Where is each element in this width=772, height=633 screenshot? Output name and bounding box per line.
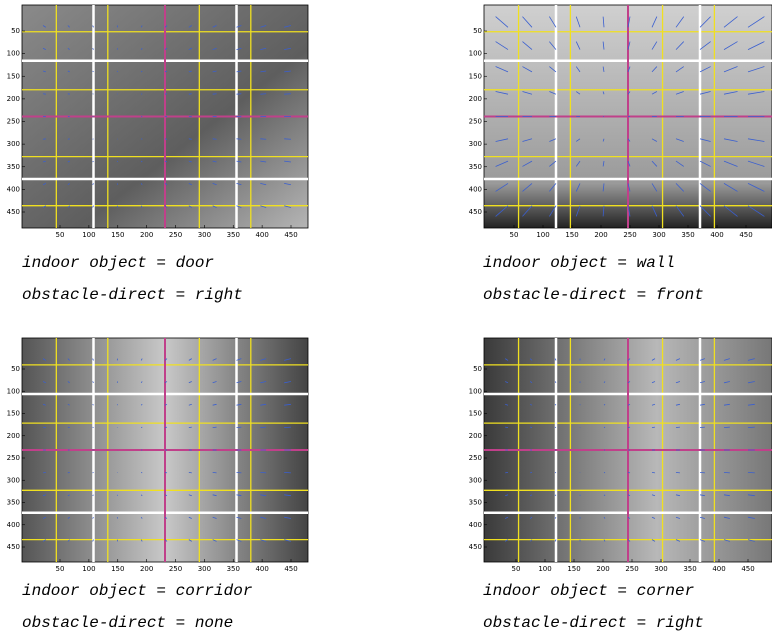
- caption-direction: obstacle-direct = right: [22, 286, 243, 304]
- x-tick-label: 350: [681, 231, 694, 239]
- y-tick-label: 100: [469, 50, 482, 58]
- figure: 50 100 150 200 250 300 350 400 450 50 100 150 200 250…: [0, 0, 772, 633]
- x-tick-label: 450: [284, 231, 297, 239]
- y-tick-label: 300: [7, 140, 20, 148]
- y-tick-label: 250: [7, 454, 20, 462]
- x-tick-label: 450: [741, 565, 754, 573]
- caption-object: indoor object = door: [22, 254, 214, 272]
- y-tick-label: 150: [469, 410, 482, 418]
- panel: 50 100 150 200 250 300 350 400 450 50 100 150 200 250…: [469, 5, 772, 304]
- y-tick-label: 200: [7, 95, 20, 103]
- y-tick-label: 100: [469, 387, 482, 395]
- y-tick-label: 200: [469, 432, 482, 440]
- y-tick-label: 50: [11, 365, 20, 373]
- y-tick-label: 400: [7, 521, 20, 529]
- x-tick-label: 150: [111, 565, 124, 573]
- y-tick-label: 400: [469, 185, 482, 193]
- y-tick-label: 100: [7, 50, 20, 58]
- y-tick-label: 350: [469, 163, 482, 171]
- x-tick-label: 50: [510, 231, 519, 239]
- x-tick-label: 400: [710, 231, 723, 239]
- caption-direction: obstacle-direct = front: [483, 286, 704, 304]
- x-tick-label: 150: [111, 231, 124, 239]
- x-tick-label: 300: [652, 231, 665, 239]
- x-tick-label: 450: [739, 231, 752, 239]
- y-tick-label: 300: [7, 476, 20, 484]
- x-tick-label: 400: [712, 565, 725, 573]
- y-tick-label: 400: [469, 521, 482, 529]
- y-tick-label: 250: [469, 454, 482, 462]
- y-tick-label: 450: [7, 208, 20, 216]
- x-tick-label: 350: [683, 565, 696, 573]
- y-tick-label: 250: [7, 118, 20, 126]
- x-tick-label: 100: [82, 231, 95, 239]
- caption-object: indoor object = corridor: [22, 582, 252, 600]
- y-tick-label: 50: [473, 27, 482, 35]
- y-tick-label: 350: [7, 163, 20, 171]
- x-tick-label: 400: [255, 565, 268, 573]
- x-tick-label: 300: [654, 565, 667, 573]
- y-tick-label: 200: [469, 95, 482, 103]
- x-tick-label: 250: [623, 231, 636, 239]
- y-tick-label: 150: [7, 72, 20, 80]
- x-tick-label: 150: [567, 565, 580, 573]
- x-tick-label: 300: [198, 565, 211, 573]
- x-tick-label: 150: [565, 231, 578, 239]
- x-tick-label: 100: [536, 231, 549, 239]
- caption-object: indoor object = wall: [483, 254, 675, 272]
- x-tick-label: 200: [594, 231, 607, 239]
- panel: 50 100 150 200 250 300 350 400 450 50 100 150 200 250…: [7, 338, 308, 632]
- x-tick-label: 250: [625, 565, 638, 573]
- y-tick-label: 100: [7, 387, 20, 395]
- y-tick-label: 350: [469, 499, 482, 507]
- y-tick-label: 350: [7, 499, 20, 507]
- x-tick-label: 450: [284, 565, 297, 573]
- y-tick-label: 450: [469, 543, 482, 551]
- panel: 50 100 150 200 250 300 350 400 450 50 100 150 200 250…: [469, 338, 772, 632]
- y-tick-label: 300: [469, 476, 482, 484]
- x-tick-label: 50: [512, 565, 521, 573]
- x-tick-label: 100: [82, 565, 95, 573]
- x-tick-label: 400: [255, 231, 268, 239]
- x-tick-label: 350: [227, 231, 240, 239]
- panel: 50 100 150 200 250 300 350 400 450 50 100 150 200 250…: [7, 5, 308, 304]
- caption-object: indoor object = corner: [483, 582, 694, 600]
- x-tick-label: 200: [596, 565, 609, 573]
- y-tick-label: 400: [7, 185, 20, 193]
- x-tick-label: 200: [140, 565, 153, 573]
- x-tick-label: 350: [227, 565, 240, 573]
- x-tick-label: 250: [169, 565, 182, 573]
- y-tick-label: 50: [11, 27, 20, 35]
- y-tick-label: 450: [469, 208, 482, 216]
- x-tick-label: 300: [198, 231, 211, 239]
- x-tick-label: 50: [56, 565, 65, 573]
- y-tick-label: 300: [469, 140, 482, 148]
- x-tick-label: 100: [538, 565, 551, 573]
- y-tick-label: 50: [473, 365, 482, 373]
- y-tick-label: 150: [469, 72, 482, 80]
- x-tick-label: 50: [56, 231, 65, 239]
- caption-direction: obstacle-direct = right: [483, 614, 704, 632]
- y-tick-label: 150: [7, 410, 20, 418]
- x-tick-label: 200: [140, 231, 153, 239]
- y-tick-label: 250: [469, 118, 482, 126]
- y-tick-label: 450: [7, 543, 20, 551]
- caption-direction: obstacle-direct = none: [22, 614, 233, 632]
- y-tick-label: 200: [7, 432, 20, 440]
- x-tick-label: 250: [169, 231, 182, 239]
